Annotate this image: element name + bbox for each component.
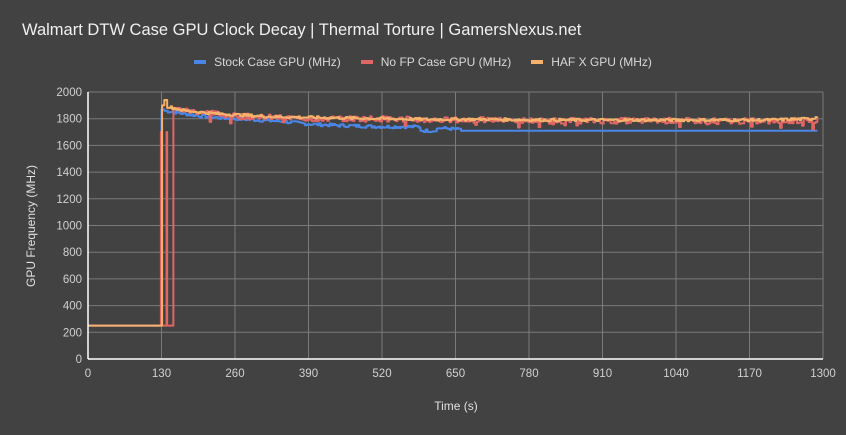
- x-tick-label: 0: [85, 368, 91, 380]
- x-tick-label: 1300: [810, 368, 836, 380]
- axes: 0 200 400 600 800 1000 1200 1400 1600 1800 2000 0 13…: [56, 87, 835, 380]
- y-axis-label: GPU Frequency (MHz): [24, 165, 38, 287]
- chart-legend: Stock Case GPU (MHz) No FP Case GPU (MHz…: [0, 55, 846, 69]
- x-tick-label: 390: [299, 368, 318, 380]
- x-tick-label: 780: [519, 368, 538, 380]
- legend-item-hafx[interactable]: HAF X GPU (MHz): [531, 55, 652, 69]
- grid-lines: [88, 91, 824, 359]
- legend-label: No FP Case GPU (MHz): [380, 55, 512, 69]
- series-line: [88, 108, 818, 327]
- y-tick-label: 800: [63, 247, 82, 259]
- y-tick-label: 2000: [56, 87, 82, 99]
- x-tick-label: 650: [446, 368, 465, 380]
- y-tick-label: 1000: [56, 221, 82, 233]
- x-tick-label: 520: [372, 368, 391, 380]
- legend-label: Stock Case GPU (MHz): [214, 55, 341, 69]
- legend-label: HAF X GPU (MHz): [551, 55, 652, 69]
- legend-swatch-stock: [194, 60, 207, 64]
- x-tick-label: 260: [225, 368, 244, 380]
- x-tick-label: 1040: [663, 368, 689, 380]
- x-tick-label: 910: [593, 368, 612, 380]
- y-tick-label: 0: [76, 354, 82, 366]
- y-tick-label: 1200: [56, 194, 82, 206]
- legend-item-stock[interactable]: Stock Case GPU (MHz): [194, 55, 341, 69]
- y-tick-label: 400: [63, 301, 82, 313]
- chart-title: Walmart DTW Case GPU Clock Decay | Therm…: [22, 21, 582, 39]
- legend-swatch-hafx: [531, 60, 544, 64]
- x-axis-label: Time (s): [434, 399, 478, 413]
- y-tick-label: 1600: [56, 140, 82, 152]
- y-tick-label: 200: [63, 327, 82, 339]
- legend-swatch-nofp: [360, 60, 373, 64]
- x-tick-label: 130: [152, 368, 171, 380]
- y-tick-label: 1800: [56, 114, 82, 126]
- series-line: [88, 106, 819, 327]
- series-line: [88, 99, 819, 327]
- x-tick-label: 1170: [737, 368, 762, 380]
- y-tick-label: 600: [63, 274, 82, 286]
- y-tick-label: 1400: [56, 167, 82, 179]
- legend-item-nofp[interactable]: No FP Case GPU (MHz): [360, 55, 512, 69]
- data-series: [88, 99, 819, 327]
